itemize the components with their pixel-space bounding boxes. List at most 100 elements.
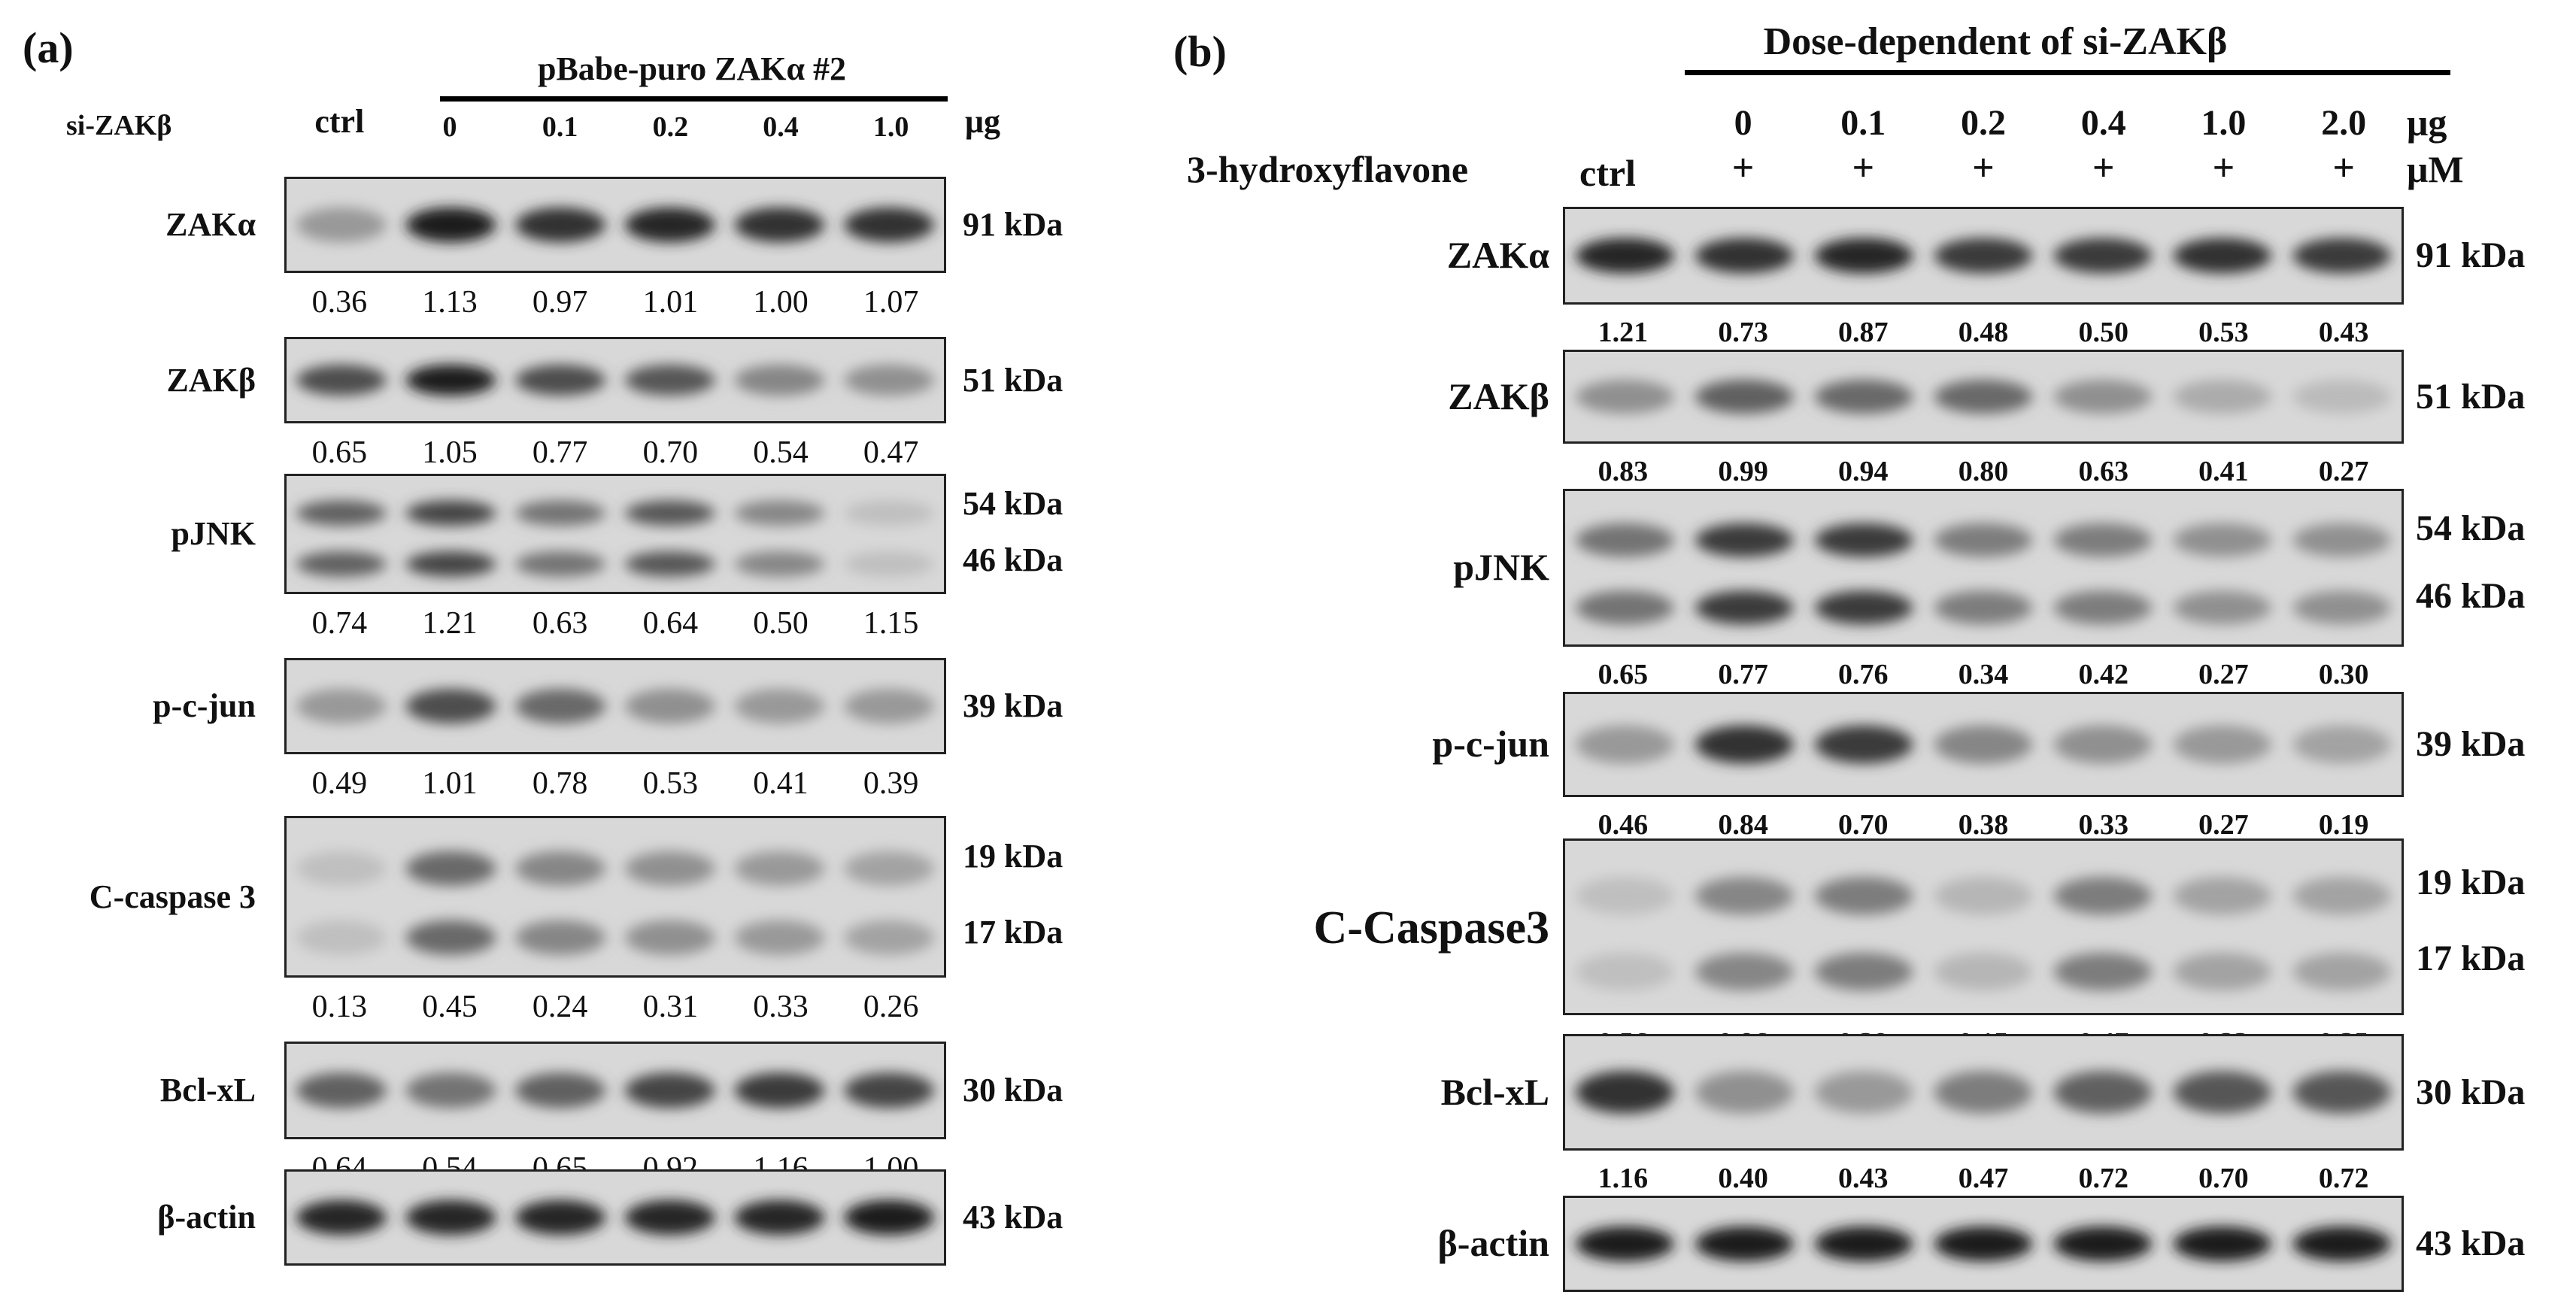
panel-a-3-blot-background [287, 660, 944, 752]
panel-a-protein-label: pJNK [171, 515, 256, 552]
panel-b-quant-value: 0.53 [2198, 317, 2249, 348]
panel-a-quant-value: 0.13 [311, 990, 368, 1024]
panel-a-0-band-lane1-1 [296, 207, 387, 243]
panel-b-dose-label: 2.0 [2321, 103, 2367, 143]
panel-a-1-band-lane5-1 [734, 364, 825, 396]
panel-b-protein-label: ZAKβ [1448, 374, 1549, 417]
panel-a-protein-label: Bcl-xL [159, 1072, 256, 1108]
panel-a-3-band-lane1-1 [296, 688, 387, 724]
panel-b-quant-value: 0.48 [1958, 317, 2009, 348]
panel-b-group-bar [1685, 70, 2450, 75]
panel-a-blot [284, 1169, 946, 1266]
panel-b-quant-value: 0.30 [2318, 659, 2369, 690]
panel-a-quant-value: 0.33 [753, 990, 809, 1024]
panel-a-quant-value: 0.26 [863, 990, 919, 1024]
panel-a-4-band-lane5-2 [734, 920, 825, 955]
panel-a-quant-value: 1.07 [863, 285, 919, 320]
panel-a-quant-value: 1.13 [422, 285, 478, 320]
panel-b-4-band-lane2-2 [1695, 952, 1794, 991]
panel-a-1-band-lane3-1 [515, 364, 605, 396]
panel-b-mw-label: 30 kDa [2416, 1072, 2526, 1112]
panel-a-row-label: si-ZAKβ [66, 110, 172, 141]
panel-b-quant-value: 1.16 [1597, 1163, 1649, 1194]
panel-b-protein-label: C-Caspase3 [1313, 902, 1549, 954]
panel-b-2-band-lane4-1 [1934, 523, 2033, 557]
panel-a-blot [284, 337, 946, 423]
panel-b-1-band-lane5-1 [2053, 379, 2152, 414]
panel-b-mw-label: 17 kDa [2416, 938, 2526, 978]
panel-a-2-band-lane5-1 [734, 500, 825, 526]
panel-b-blot [1563, 1034, 2404, 1151]
panel-b-4-band-lane7-2 [2292, 952, 2391, 991]
panel-a-4-band-lane1-1 [296, 851, 387, 886]
panel-a-3-band-lane2-1 [405, 688, 496, 724]
panel-a-0-blot-background [287, 179, 944, 271]
panel-a-quant-value: 0.63 [532, 606, 588, 641]
panel-b-quant-value: 0.77 [1718, 659, 1768, 690]
panel-b-0-band-lane3-1 [1815, 238, 1913, 274]
panel-b-6-band-lane1-1 [1576, 1226, 1674, 1262]
panel-b-quant-value: 0.33 [2078, 809, 2128, 841]
panel-a-0-blot-image [287, 179, 944, 271]
panel-b-5-band-lane5-1 [2053, 1071, 2152, 1114]
panel-b-protein-label: p-c-jun [1432, 723, 1549, 765]
panel-a-quant-value: 0.64 [642, 606, 699, 641]
panel-b-1-band-lane3-1 [1815, 379, 1913, 414]
panel-a-4-band-lane1-2 [296, 920, 387, 955]
panel-b-2-band-lane1-1 [1576, 523, 1674, 557]
panel-a-5-band-lane6-1 [844, 1072, 934, 1108]
panel-b-quant-value: 0.34 [1958, 659, 2009, 690]
panel-a-mw-label: 17 kDa [963, 913, 1063, 951]
panel-b-label: (b) [1173, 27, 1227, 76]
panel-a-label: (a) [23, 23, 74, 72]
panel-b-2-band-lane2-1 [1695, 523, 1794, 557]
panel-b-4-band-lane4-1 [1934, 877, 2033, 915]
panel-b-quant-value: 0.83 [1597, 456, 1649, 487]
panel-a-4-band-lane3-1 [515, 851, 605, 886]
panel-b-3-blot-image [1565, 694, 2402, 795]
panel-b-unit-dose: μg [2407, 102, 2447, 144]
panel-b-5-band-lane3-1 [1815, 1071, 1913, 1114]
panel-b-mw-label: 39 kDa [2416, 724, 2526, 764]
panel-a-quant-value: 1.01 [422, 766, 478, 801]
panel-b-1-band-lane6-1 [2173, 379, 2271, 414]
panel-a-0-band-lane4-1 [625, 207, 715, 243]
panel-b-mw-label: 46 kDa [2416, 575, 2526, 616]
panel-a-lane-label: 0.1 [542, 111, 578, 143]
panel-a-4-band-lane4-2 [625, 920, 715, 955]
panel-a-5-band-lane3-1 [515, 1072, 605, 1108]
panel-a-4-band-lane6-1 [844, 851, 934, 886]
panel-b-2-blot-image [1565, 491, 2402, 644]
panel-a-5-band-lane5-1 [734, 1072, 825, 1108]
panel-a-4-blot-image [287, 818, 944, 975]
panel-b-dose-label: 0 [1734, 103, 1752, 143]
panel-b-4-band-lane2-1 [1695, 877, 1794, 915]
panel-b-0-band-lane4-1 [1934, 238, 2033, 274]
panel-b-dose-label: 0.4 [2080, 103, 2126, 143]
panel-b-quant-value: 0.76 [1838, 659, 1889, 690]
panel-b-blot [1563, 489, 2404, 647]
panel-b-0-band-lane7-1 [2292, 238, 2391, 274]
panel-b-treat-mark: + [1852, 147, 1875, 190]
panel-a-quant-value: 0.74 [311, 606, 368, 641]
panel-a-3-band-lane6-1 [844, 688, 934, 724]
panel-b-quant-value: 0.70 [2198, 1163, 2249, 1194]
panel-b-4-band-lane4-2 [1934, 952, 2033, 991]
panel-b-5-blot-image [1565, 1036, 2402, 1148]
panel-b-quant-value: 0.27 [2198, 659, 2249, 690]
panel-b-quant-value: 0.38 [1958, 809, 2009, 841]
panel-a-2-blot-image [287, 476, 944, 592]
panel-a-1-blot-image [287, 339, 944, 421]
panel-b-quant-value: 0.47 [1958, 1163, 2009, 1194]
panel-b-quant-value: 0.73 [1718, 317, 1768, 348]
panel-b-1-band-lane4-1 [1934, 379, 2033, 414]
panel-a-lane-label: 1.0 [872, 111, 909, 143]
panel-a-mw-label: 51 kDa [963, 361, 1063, 399]
panel-b-quant-value: 0.40 [1718, 1163, 1768, 1194]
panel-b-1-band-lane7-1 [2292, 379, 2391, 414]
panel-a-0-band-lane3-1 [515, 207, 605, 243]
panel-b-blot [1563, 1196, 2404, 1292]
panel-b-3-band-lane7-1 [2292, 725, 2391, 764]
panel-a-mw-label: 19 kDa [963, 837, 1063, 875]
panel-a-quant-value: 0.45 [422, 990, 478, 1024]
